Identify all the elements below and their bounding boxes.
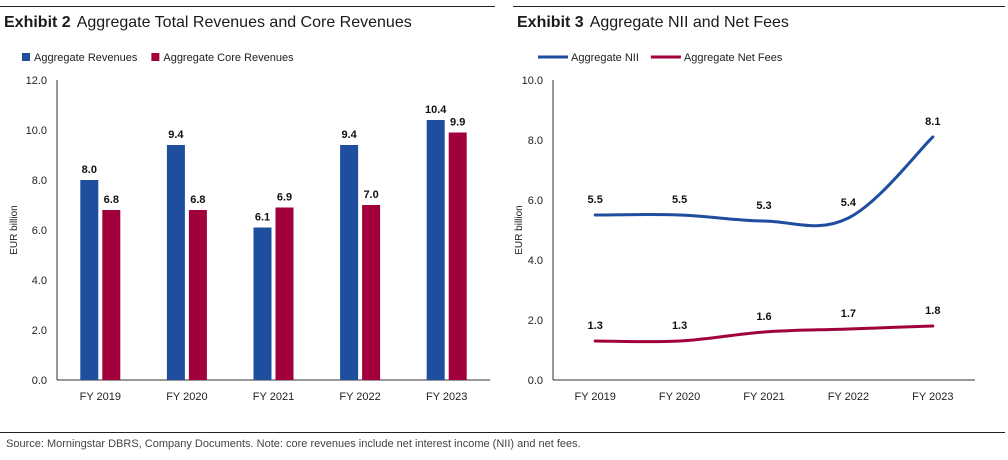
data-label-aggregate-net-fees: 1.7 [841, 308, 856, 320]
source-note: Source: Morningstar DBRS, Company Docume… [6, 438, 581, 450]
data-label-aggregate-core-revenues: 7.0 [363, 189, 378, 201]
data-label-aggregate-net-fees: 1.8 [925, 305, 940, 317]
y-tick-label: 0.0 [32, 375, 47, 387]
data-label-aggregate-nii: 5.3 [756, 200, 771, 212]
legend-label-aggregate-revenues: Aggregate Revenues [34, 52, 138, 64]
bar-chart-revenues: Aggregate Revenues Aggregate Core Revenue… [9, 52, 490, 403]
line-aggregate-net-fees [593, 324, 935, 344]
y-tick-label: 8.0 [32, 175, 47, 187]
bar-aggregate-core-revenues [448, 132, 467, 380]
bar-aggregate-core-revenues [102, 210, 121, 380]
bar-aggregate-revenues [80, 180, 99, 380]
exhibit-3-title-text: Aggregate NII and Net Fees [589, 14, 789, 31]
bar-aggregate-revenues [166, 145, 185, 380]
legend-swatch-aggregate-revenues [22, 53, 30, 61]
x-tick-label: FY 2023 [426, 391, 467, 403]
bar-aggregate-revenues [340, 145, 359, 380]
y-axis-title: EUR billion [9, 205, 20, 254]
bar-aggregate-core-revenues [188, 210, 207, 380]
data-label-aggregate-nii: 8.1 [925, 116, 940, 128]
line-aggregate-nii [593, 135, 935, 228]
data-label-aggregate-revenues: 8.0 [82, 164, 97, 176]
data-label-aggregate-revenues: 9.4 [341, 129, 357, 141]
y-tick-label: 10.0 [522, 75, 543, 87]
exhibit-2-title-text: Aggregate Total Revenues and Core Revenu… [76, 14, 412, 31]
data-label-aggregate-nii: 5.5 [672, 194, 687, 206]
charts-canvas: Aggregate Revenues Aggregate Core Revenue… [9, 52, 975, 403]
data-label-aggregate-net-fees: 1.3 [672, 320, 687, 332]
x-tick-label: FY 2020 [659, 391, 700, 403]
bar-aggregate-revenues [426, 120, 445, 380]
top-rule-right [513, 6, 1005, 7]
data-label-aggregate-core-revenues: 6.9 [277, 192, 292, 204]
bar-aggregate-revenues [253, 227, 272, 380]
exhibit-3-title: Exhibit 3 Aggregate NII and Net Fees [517, 14, 789, 32]
data-label-aggregate-revenues: 6.1 [255, 212, 270, 224]
legend-swatch-aggregate-core-revenues [151, 53, 160, 61]
data-label-aggregate-revenues: 9.4 [168, 129, 184, 141]
bottom-rule [0, 432, 1005, 433]
y-tick-label: 8.0 [528, 135, 543, 147]
data-label-aggregate-nii: 5.5 [588, 194, 603, 206]
y-tick-label: 4.0 [32, 275, 47, 287]
y-tick-label: 10.0 [26, 125, 47, 137]
exhibit-2-title: Exhibit 2 Aggregate Total Revenues and Co… [4, 14, 412, 32]
y-tick-label: 0.0 [528, 375, 543, 387]
y-tick-label: 2.0 [528, 315, 543, 327]
top-rule-left [0, 6, 495, 7]
x-tick-label: FY 2023 [912, 391, 953, 403]
exhibit-3-number: Exhibit 3 [517, 14, 584, 31]
data-label-aggregate-nii: 5.4 [841, 197, 857, 209]
legend-label-aggregate-core-revenues: Aggregate Core Revenues [163, 52, 294, 64]
exhibit-2-number: Exhibit 2 [4, 14, 71, 31]
x-tick-label: FY 2022 [828, 391, 869, 403]
bar-aggregate-core-revenues [362, 205, 381, 380]
x-tick-label: FY 2022 [339, 391, 380, 403]
y-tick-label: 4.0 [528, 255, 543, 267]
y-tick-label: 12.0 [26, 75, 47, 87]
data-label-aggregate-core-revenues: 6.8 [190, 194, 205, 206]
x-tick-label: FY 2021 [253, 391, 294, 403]
y-tick-label: 2.0 [32, 325, 47, 337]
data-label-aggregate-net-fees: 1.6 [756, 311, 771, 323]
data-label-aggregate-core-revenues: 9.9 [450, 117, 465, 129]
y-tick-label: 6.0 [528, 195, 543, 207]
y-axis-title: EUR billion [514, 205, 525, 254]
bar-aggregate-core-revenues [275, 207, 294, 380]
x-tick-label: FY 2020 [166, 391, 207, 403]
data-label-aggregate-revenues: 10.4 [425, 104, 447, 116]
y-tick-label: 6.0 [32, 225, 47, 237]
legend-label-aggregate-nii: Aggregate NII [571, 52, 639, 64]
x-tick-label: FY 2019 [575, 391, 616, 403]
data-label-aggregate-net-fees: 1.3 [588, 320, 603, 332]
data-label-aggregate-core-revenues: 6.8 [104, 194, 119, 206]
x-tick-label: FY 2021 [743, 391, 784, 403]
legend-label-aggregate-net-fees: Aggregate Net Fees [684, 52, 783, 64]
line-chart-nii-fees: Aggregate NII Aggregate Net Fees EUR billi… [514, 52, 975, 403]
x-tick-label: FY 2019 [80, 391, 121, 403]
